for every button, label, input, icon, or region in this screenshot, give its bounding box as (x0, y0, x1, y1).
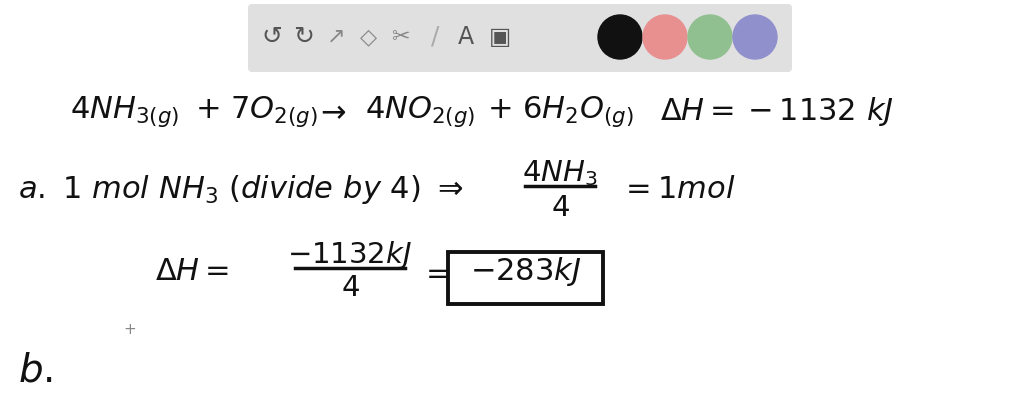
Circle shape (733, 15, 777, 59)
Text: $=$: $=$ (420, 257, 451, 286)
Text: $4$: $4$ (551, 194, 569, 222)
Text: $-283kJ$: $-283kJ$ (470, 255, 582, 288)
Text: $4NH_{3(g)}$: $4NH_{3(g)}$ (70, 95, 179, 129)
Text: $\Delta H = -1132 \ kJ$: $\Delta H = -1132 \ kJ$ (660, 95, 894, 129)
FancyBboxPatch shape (248, 4, 792, 72)
Text: +: + (124, 322, 136, 337)
Text: $+ \ 6H_{2}O_{(g)}$: $+ \ 6H_{2}O_{(g)}$ (487, 95, 634, 129)
Circle shape (643, 15, 687, 59)
Text: ▣: ▣ (488, 25, 511, 49)
Text: ✂: ✂ (391, 27, 410, 47)
Text: $= 1mol$: $= 1mol$ (620, 175, 735, 204)
Text: $4NO_{2(g)}$: $4NO_{2(g)}$ (365, 95, 475, 129)
Text: ↺: ↺ (261, 25, 283, 49)
Text: $4$: $4$ (341, 274, 359, 302)
Text: ↻: ↻ (294, 25, 314, 49)
Text: A: A (458, 25, 474, 49)
Circle shape (598, 15, 642, 59)
Text: $4NH_3$: $4NH_3$ (522, 158, 598, 188)
Text: $a. \ 1 \ mol \ NH_3 \ (divide \ by \ 4) \ \Rightarrow$: $a. \ 1 \ mol \ NH_3 \ (divide \ by \ 4)… (18, 173, 463, 206)
Text: $+ \ 7O_{2(g)}$: $+ \ 7O_{2(g)}$ (195, 95, 317, 129)
Text: ◇: ◇ (359, 27, 377, 47)
Text: $-1132kJ$: $-1132kJ$ (288, 239, 413, 271)
Bar (449, 252, 603, 304)
Text: /: / (431, 25, 439, 49)
Circle shape (688, 15, 732, 59)
Text: $\Delta H = $: $\Delta H = $ (155, 257, 229, 286)
Text: $\rightarrow$: $\rightarrow$ (315, 98, 347, 126)
Text: ↗: ↗ (327, 27, 345, 47)
Text: $b.$: $b.$ (18, 351, 53, 389)
